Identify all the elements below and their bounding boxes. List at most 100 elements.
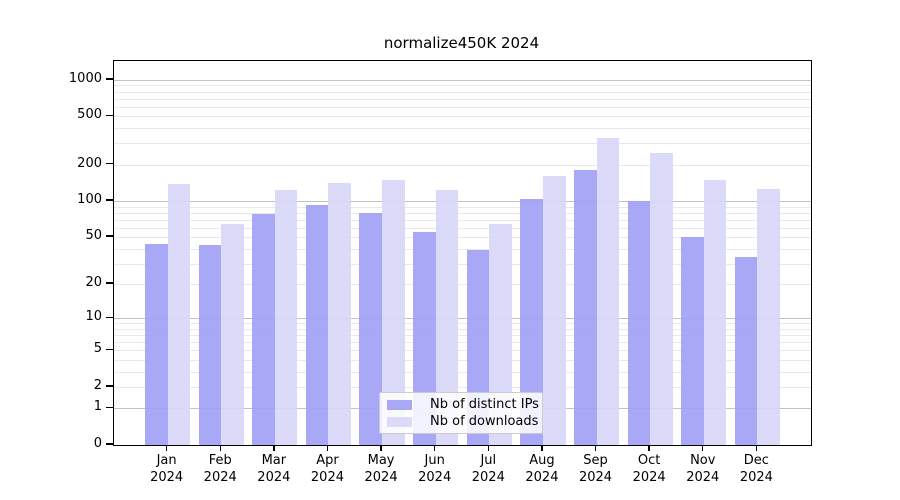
bar [650,152,673,445]
bar [413,232,436,445]
y-tick-mark [106,78,113,80]
x-tick-mark [755,445,758,451]
x-tick-mark [219,445,221,451]
x-tick-mark [594,445,597,451]
gridline-minor [114,164,811,166]
gridline-minor [114,143,811,145]
bar [627,201,651,445]
x-tick-label: Jan 2024 [150,453,184,485]
y-tick-label: 100 [77,192,102,208]
gridline-minor [114,263,811,265]
bar [382,179,405,445]
y-tick-label: 1 [93,399,102,415]
bar [681,237,704,445]
x-tick-mark [702,445,704,451]
gridline-major [114,201,811,203]
bar [198,245,222,445]
y-tick-mark [106,114,113,117]
gridline-minor [114,91,811,93]
x-tick-label: Jul 2024 [471,453,505,485]
gridline-minor [114,335,811,337]
gridline-minor [114,116,811,118]
bar [542,176,566,445]
gridline-major [114,318,811,320]
x-tick-mark [273,445,275,451]
y-tick-label: 10 [85,309,102,325]
bar [757,188,780,445]
y-tick-mark [106,163,113,165]
y-tick-label: 50 [85,228,102,244]
legend-label: Nb of downloads [430,414,539,429]
bar [167,184,191,445]
x-tick-mark [380,445,382,451]
legend-label: Nb of distinct IPs [430,397,539,412]
bar [703,180,727,445]
x-tick-mark [165,445,168,451]
y-tick-mark [106,199,113,201]
x-tick-mark [487,445,489,451]
legend-swatch [387,417,412,427]
x-tick-label: Feb 2024 [203,453,237,485]
gridline-minor [114,323,811,325]
y-tick-label: 20 [85,275,102,291]
x-tick-label: Dec 2024 [739,453,773,485]
y-tick-label: 5 [93,341,102,357]
bar [734,257,758,445]
bar [573,169,597,445]
y-tick-label: 200 [77,155,102,171]
gridline-minor [114,237,811,239]
legend-item-downloads: Nb of downloads [387,414,539,430]
x-tick-label: May 2024 [364,453,398,485]
gridline-minor [114,106,811,108]
chart-title: normalize450K 2024 [383,34,540,52]
bar [328,183,352,445]
y-tick-mark [106,235,113,237]
y-tick-mark [106,348,113,350]
gridline-minor [114,342,811,344]
gridline-minor [114,386,811,388]
x-tick-mark [648,445,650,451]
gridline-minor [114,212,811,214]
gridline-minor [114,98,811,100]
gridline-minor [114,359,811,361]
gridline-major [114,79,811,81]
y-tick-label: 1000 [68,70,102,86]
gridline-minor [114,85,811,87]
bar [596,138,620,445]
x-tick-mark [433,445,436,451]
x-tick-label: Oct 2024 [632,453,666,485]
bar [520,199,543,445]
y-tick-mark [106,385,113,387]
gridline-minor [114,128,811,130]
bar [435,189,459,445]
bar [221,224,244,445]
gridline-minor [114,284,811,286]
bar [305,205,329,445]
bar [252,214,275,445]
legend: Nb of distinct IPs Nb of downloads [379,392,543,434]
y-tick-mark [106,443,113,445]
gridline-minor [114,206,811,208]
x-tick-label: Mar 2024 [257,453,291,485]
gridline-minor [114,350,811,352]
gridline-minor [114,328,811,330]
y-tick-mark [106,282,113,284]
gridline-minor [114,371,811,373]
x-tick-label: Jun 2024 [418,453,452,485]
x-tick-label: Apr 2024 [310,453,344,485]
y-tick-mark [106,406,113,409]
bar [274,190,298,445]
y-tick-label: 500 [77,107,102,123]
gridline-minor [114,219,811,221]
y-tick-mark [106,316,113,318]
bar [145,243,168,445]
y-tick-label: 2 [93,377,102,393]
gridline-minor [114,248,811,250]
x-tick-mark [541,445,543,451]
bar [489,223,512,445]
plot-area [113,60,812,446]
gridline-minor [114,227,811,229]
x-tick-label: Aug 2024 [525,453,559,485]
x-tick-label: Sep 2024 [578,453,613,485]
